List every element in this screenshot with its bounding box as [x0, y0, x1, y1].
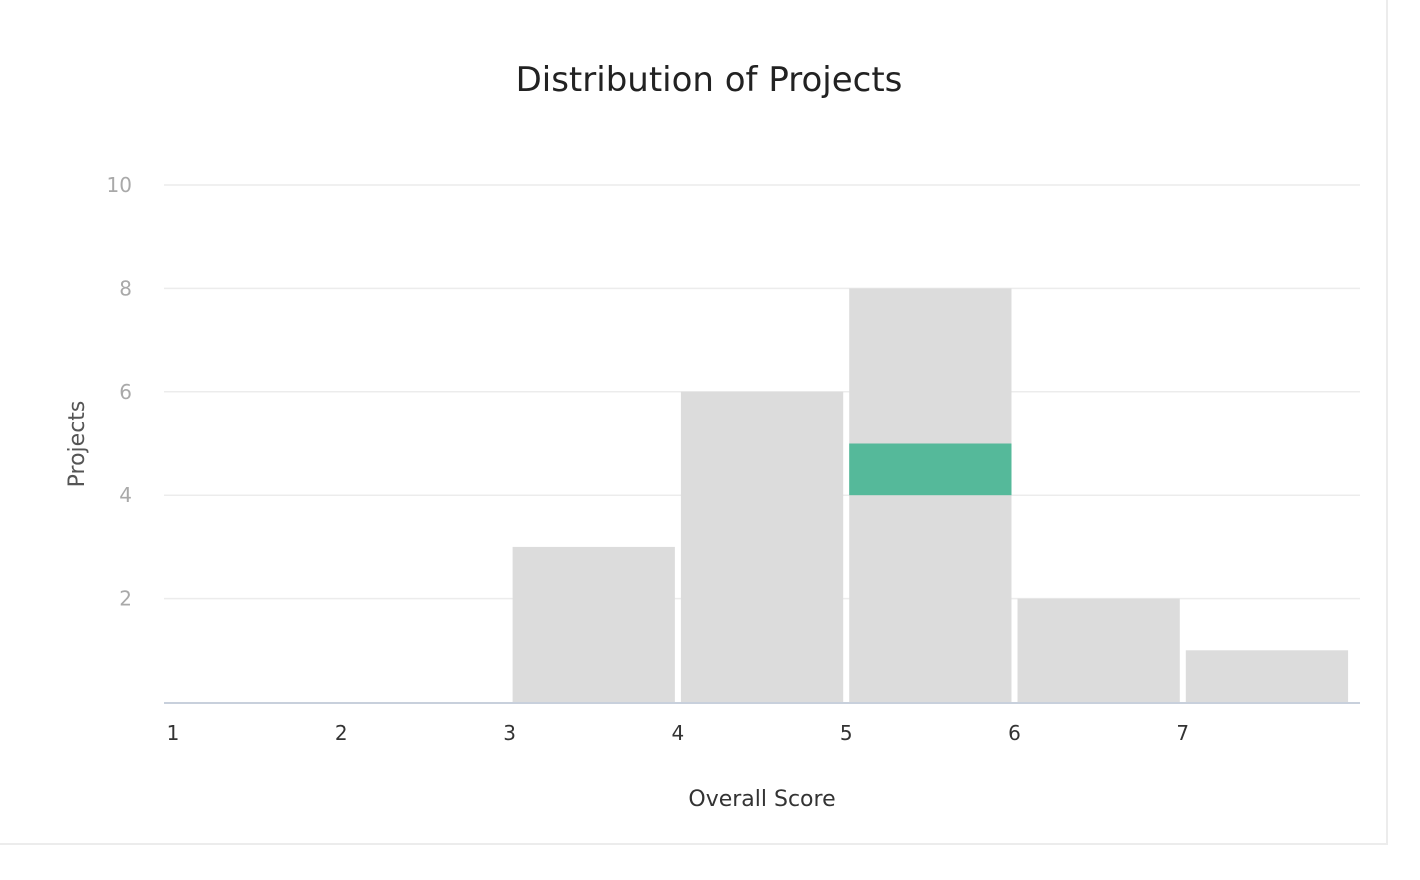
bar-3-4[interactable]: [512, 546, 675, 702]
x-tick-label: 2: [335, 721, 348, 745]
bar-7-8[interactable]: [1185, 650, 1349, 702]
chart-title: Distribution of Projects: [516, 60, 903, 100]
x-axis-title: Overall Score: [688, 787, 835, 812]
bar-6-7[interactable]: [1017, 598, 1180, 702]
y-tick-label: 6: [119, 380, 132, 404]
x-tick-label: 1: [167, 721, 180, 745]
highlight-layer: [849, 443, 1012, 496]
y-axis-title: Projects: [65, 401, 90, 488]
y-axis-ticks: 2 4 6 8 10: [107, 173, 132, 611]
x-tick-label: 6: [1008, 721, 1021, 745]
x-tick-label: 5: [840, 721, 853, 745]
x-tick-label: 7: [1176, 721, 1189, 745]
bar-4-5[interactable]: [680, 391, 844, 702]
y-tick-label: 8: [119, 276, 132, 300]
x-tick-label: 3: [503, 721, 516, 745]
y-tick-label: 2: [119, 587, 132, 611]
y-tick-label: 4: [119, 483, 132, 507]
x-tick-label: 4: [672, 721, 685, 745]
x-axis-ticks: 1 2 3 4 5 6 7: [167, 721, 1190, 745]
highlight-band: [849, 443, 1012, 496]
y-tick-label: 10: [107, 173, 132, 197]
